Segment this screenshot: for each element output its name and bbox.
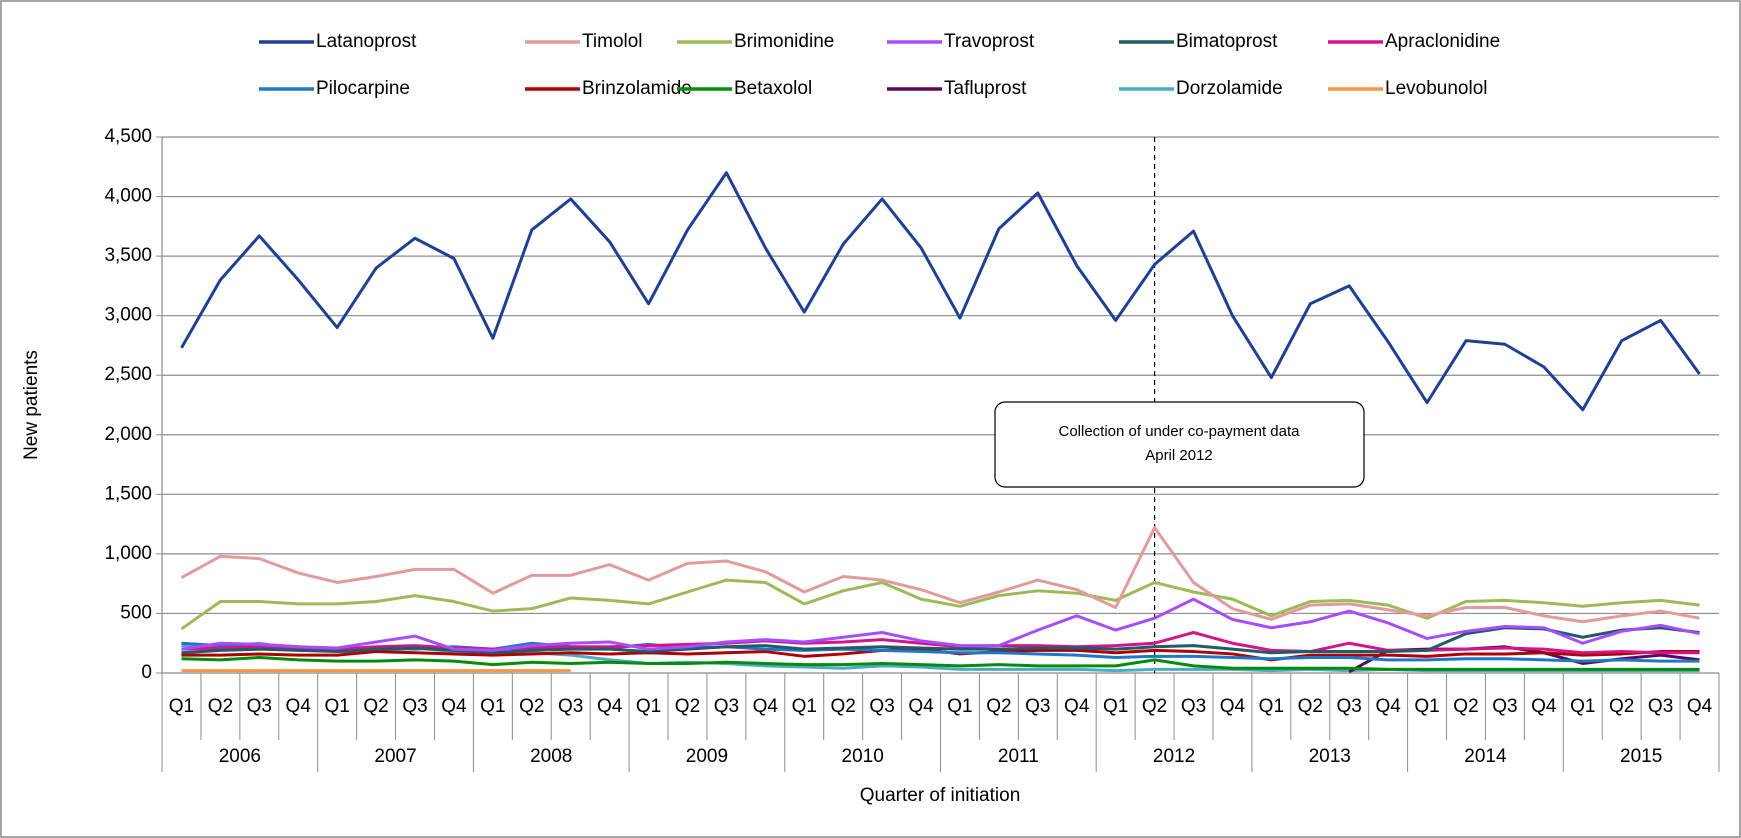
y-tick-label: 2,500 xyxy=(104,364,152,385)
x-tick-label: Q4 xyxy=(286,696,312,717)
x-tick-label: Q3 xyxy=(714,696,739,717)
x-tick-label: Q4 xyxy=(753,696,779,717)
x-tick-label: Q1 xyxy=(1414,696,1439,717)
series-line xyxy=(180,171,1701,412)
y-axis-title: New patients xyxy=(21,350,42,460)
x-tick-label: Q4 xyxy=(1687,696,1713,717)
x-tick-label: Q1 xyxy=(1259,696,1284,717)
x-tick-label: Q3 xyxy=(869,696,894,717)
y-tick-label: 3,000 xyxy=(104,305,152,326)
x-group-label: 2013 xyxy=(1309,746,1351,767)
x-tick-label: Q1 xyxy=(1570,696,1595,717)
x-tick-label: Q3 xyxy=(1492,696,1517,717)
legend-label: Timolol xyxy=(582,31,643,52)
x-tick-label: Q2 xyxy=(519,696,544,717)
x-tick-label: Q3 xyxy=(1337,696,1362,717)
x-group-label: 2015 xyxy=(1620,746,1662,767)
legend-label: Latanoprost xyxy=(316,31,417,52)
x-group-label: 2006 xyxy=(219,746,261,767)
x-tick-label: Q2 xyxy=(831,696,856,717)
annotation-box xyxy=(994,401,1365,488)
x-group-label: 2008 xyxy=(530,746,572,767)
legend-label: Travoprost xyxy=(944,31,1035,52)
series-line xyxy=(180,526,1700,624)
series-line xyxy=(180,578,1700,631)
series-line xyxy=(181,626,1700,655)
y-tick-label: 4,000 xyxy=(104,186,152,207)
x-group-label: 2009 xyxy=(686,746,728,767)
x-tick-label: Q3 xyxy=(1025,696,1050,717)
legend-label: Betaxolol xyxy=(734,78,812,99)
legend-label: Bimatoprost xyxy=(1176,31,1278,52)
x-group-label: 2010 xyxy=(842,746,884,767)
x-group-label: 2012 xyxy=(1153,746,1195,767)
x-tick-label: Q3 xyxy=(1181,696,1206,717)
legend-label: Tafluprost xyxy=(944,78,1027,99)
series-line xyxy=(181,656,1700,671)
annotation-text: Collection of under co-payment data xyxy=(1059,423,1301,440)
y-tick-label: 1,500 xyxy=(104,483,152,504)
legend-label: Pilocarpine xyxy=(316,78,410,99)
x-tick-label: Q3 xyxy=(1648,696,1673,717)
x-tick-label: Q3 xyxy=(402,696,427,717)
legend-label: Apraclonidine xyxy=(1385,31,1500,52)
x-tick-label: Q2 xyxy=(986,696,1011,717)
legend-label: Dorzolamide xyxy=(1176,78,1283,99)
x-group-label: 2011 xyxy=(998,746,1039,767)
y-tick-label: 4,500 xyxy=(104,126,152,147)
y-tick-label: 1,000 xyxy=(104,543,152,564)
y-tick-label: 3,500 xyxy=(104,245,152,266)
legend-label: Levobunolol xyxy=(1385,78,1487,99)
annotation: Collection of under co-payment data April… xyxy=(994,401,1365,488)
x-tick-label: Q1 xyxy=(947,696,972,717)
x-tick-label: Q2 xyxy=(675,696,700,717)
x-tick-label: Q4 xyxy=(1064,696,1090,717)
series-line xyxy=(181,597,1700,652)
y-tick-label: 2,000 xyxy=(104,424,152,445)
legend-label: Brinzolamide xyxy=(582,78,692,99)
annotation-text: April 2012 xyxy=(1145,447,1213,464)
x-tick-label: Q2 xyxy=(1609,696,1634,717)
x-tick-label: Q4 xyxy=(597,696,623,717)
x-tick-label: Q2 xyxy=(363,696,388,717)
x-axis-title: Quarter of initiation xyxy=(860,785,1021,806)
x-tick-label: Q3 xyxy=(558,696,583,717)
legend-label: Brimonidine xyxy=(734,31,834,52)
y-tick-label: 500 xyxy=(120,602,152,623)
x-tick-label: Q2 xyxy=(1142,696,1167,717)
x-tick-label: Q4 xyxy=(908,696,934,717)
x-tick-label: Q1 xyxy=(636,696,661,717)
x-tick-label: Q4 xyxy=(1220,696,1246,717)
x-tick-label: Q2 xyxy=(1453,696,1478,717)
x-tick-label: Q1 xyxy=(480,696,505,717)
x-tick-label: Q4 xyxy=(441,696,467,717)
series-line xyxy=(181,631,1700,655)
x-tick-label: Q1 xyxy=(324,696,349,717)
x-tick-label: Q1 xyxy=(792,696,817,717)
x-tick-label: Q2 xyxy=(1298,696,1323,717)
x-tick-label: Q4 xyxy=(1531,696,1557,717)
x-tick-label: Q1 xyxy=(1103,696,1128,717)
x-tick-label: Q1 xyxy=(169,696,194,717)
x-tick-label: Q2 xyxy=(208,696,233,717)
x-group-label: 2014 xyxy=(1464,746,1507,767)
x-tick-label: Q4 xyxy=(1375,696,1401,717)
y-tick-label: 0 xyxy=(141,662,152,683)
x-tick-label: Q3 xyxy=(247,696,272,717)
x-group-label: 2007 xyxy=(374,746,416,767)
